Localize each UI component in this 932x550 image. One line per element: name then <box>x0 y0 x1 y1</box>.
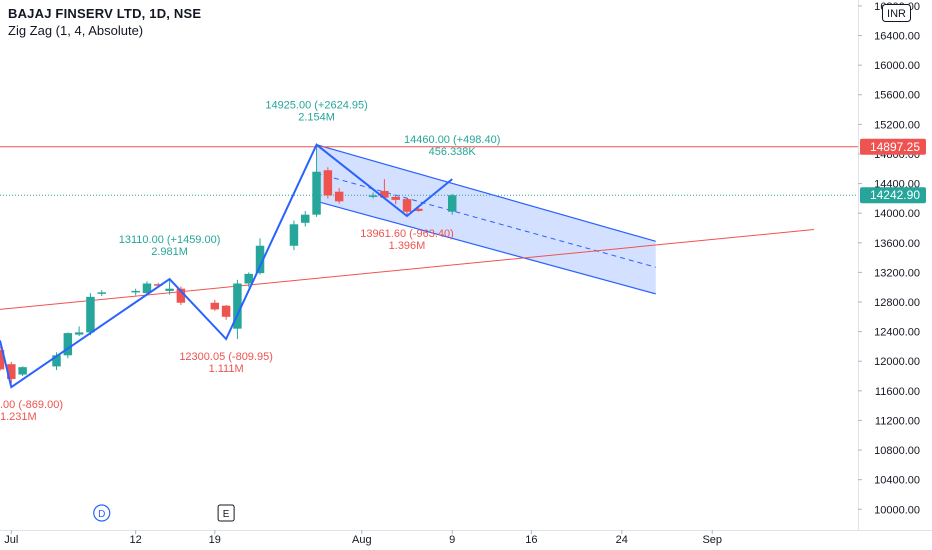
price-axis-label: 15200.00 <box>874 119 920 131</box>
candle-body <box>380 190 389 198</box>
candle-body <box>323 170 333 196</box>
channel-lower-line <box>316 200 656 295</box>
horizontal-line-price-badge-label: 14897.25 <box>870 140 920 154</box>
zigzag-label-price: 13110.00 (+1459.00) <box>119 234 221 246</box>
channel-middle-line <box>316 172 656 268</box>
last-price-badge <box>860 187 926 204</box>
trend-line-segment <box>0 228 815 310</box>
earnings-marker <box>217 504 235 522</box>
candle-body <box>312 171 321 215</box>
candle-body <box>414 208 423 211</box>
zigzag-label-price: .00 (-869.00) <box>0 399 63 411</box>
horizontal-line-price-badge <box>860 138 926 155</box>
candle-body <box>86 296 95 333</box>
candle-body <box>255 245 265 274</box>
trend-line[interactable] <box>0 228 815 310</box>
price-badges: 14897.25 14242.90 <box>860 138 926 204</box>
zigzag-label-price: 13961.60 (-963.40) <box>360 228 454 240</box>
zigzag-label-price: 12300.05 (-809.95) <box>179 351 273 363</box>
candle-body <box>289 224 299 246</box>
currency-badge[interactable]: INR <box>882 4 911 22</box>
candle-body <box>368 195 378 197</box>
time-axis-label: 19 <box>209 534 221 546</box>
channel-fill <box>316 144 656 294</box>
time-axis-label: 9 <box>449 534 455 546</box>
candle-body <box>154 284 163 286</box>
zigzag-label-volume: 2.154M <box>298 112 335 124</box>
time-axis-label: 16 <box>525 534 537 546</box>
parallel-channel[interactable] <box>316 144 656 295</box>
zigzag-label-volume: 2.981M <box>151 246 188 258</box>
price-axis-label: 14000.00 <box>874 208 920 220</box>
price-axis-label: 11200.00 <box>875 415 920 427</box>
candle-body <box>221 305 231 317</box>
candle-body <box>18 367 27 375</box>
dividend-marker <box>93 504 111 522</box>
price-axis-label: 10400.00 <box>874 475 920 487</box>
zigzag-label-price: 14460.00 (+498.40) <box>404 134 500 146</box>
channel-upper-line <box>316 144 656 242</box>
candle-body <box>391 196 400 200</box>
earnings-marker-letter: E <box>223 509 230 520</box>
last-price-badge-label: 14242.90 <box>870 188 920 202</box>
zigzag-label-volume: 1.231M <box>0 411 37 423</box>
price-axis-label: 11600.00 <box>875 386 920 398</box>
price-axis-label: 15600.00 <box>874 90 920 102</box>
zigzag-label-volume: 456.338K <box>429 146 477 158</box>
candle-body <box>74 332 84 335</box>
zigzag-label-volume: 1.396M <box>389 240 426 252</box>
candle-body <box>0 350 5 370</box>
zigzag-line <box>0 143 453 389</box>
indicator-legend[interactable]: Zig Zag (1, 4, Absolute) <box>8 23 144 38</box>
candle-body <box>210 302 220 310</box>
candle-body <box>233 283 242 329</box>
candle-body <box>301 214 310 223</box>
time-axis-label: 12 <box>130 534 142 546</box>
time-axis[interactable]: Jul 12 19 Aug 9 16 24 Sep <box>4 530 722 546</box>
candle-body <box>334 191 344 202</box>
price-axis-label: 12400.00 <box>874 327 920 339</box>
candle-body <box>63 333 73 356</box>
price-axis-label: 16400.00 <box>874 31 920 43</box>
candle-body <box>165 288 174 291</box>
price-axis[interactable]: 10000.00 10400.00 10800.00 11200.00 11600.00… <box>858 1 920 516</box>
candle-body <box>142 283 152 294</box>
symbol-title[interactable]: BAJAJ FINSERV LTD, 1D, NSE <box>8 6 202 21</box>
currency-badge-label: INR <box>887 8 906 20</box>
candle-body <box>52 355 61 367</box>
candle-body <box>402 199 412 212</box>
candle-body <box>97 292 106 294</box>
candle-body <box>7 364 16 379</box>
price-axis-label: 10000.00 <box>874 504 920 516</box>
price-axis-label: 12800.00 <box>874 297 920 309</box>
price-axis-label: 12000.00 <box>874 356 920 368</box>
zigzag-indicator <box>0 143 453 389</box>
price-axis-label: 13600.00 <box>874 238 920 250</box>
candles <box>0 144 457 384</box>
candle-body <box>447 195 457 212</box>
dividend-marker-letter: D <box>98 509 105 520</box>
price-axis-label: 10800.00 <box>874 445 920 457</box>
time-axis-label: Sep <box>702 534 722 546</box>
zigzag-label-volume: 1.111M <box>209 363 244 375</box>
time-axis-label: 24 <box>616 534 628 546</box>
zigzag-label-price: 14925.00 (+2624.95) <box>265 100 367 112</box>
time-axis-label: Jul <box>4 534 18 546</box>
price-axis-label: 13200.00 <box>874 267 920 279</box>
horizontal-resistance-line[interactable] <box>0 146 858 196</box>
candle-body <box>244 273 253 284</box>
price-axis-label: 16000.00 <box>874 60 920 72</box>
candle-body <box>176 288 186 303</box>
time-axis-label: Aug <box>352 534 372 546</box>
candle-body <box>131 290 140 293</box>
